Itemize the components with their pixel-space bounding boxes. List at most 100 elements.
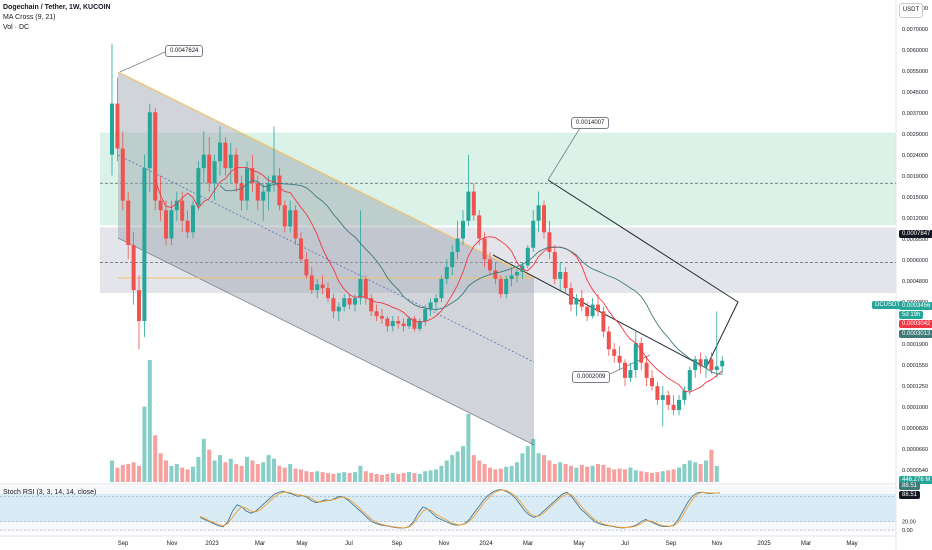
time-tick-label: Sep xyxy=(118,541,129,547)
stoch-rsi-title[interactable]: Stoch RSI (3, 3, 14, 14, close) xyxy=(3,489,97,496)
volume-bar-28 xyxy=(261,462,266,482)
ma-cross-indicator-label[interactable]: MA Cross (9, 21) xyxy=(3,14,56,21)
candle-body-13 xyxy=(180,200,185,221)
volume-bar-38 xyxy=(315,471,320,482)
volume-bar-1 xyxy=(115,467,120,482)
candle-body-15 xyxy=(191,205,195,233)
candle-body-74 xyxy=(509,275,514,279)
time-tick-label: Nov xyxy=(167,541,178,547)
falling-wedge xyxy=(492,179,739,369)
volume-bar-25 xyxy=(245,456,249,482)
volume-bar-76 xyxy=(520,453,525,482)
volume-bar-94 xyxy=(617,468,622,482)
volume-bar-111 xyxy=(709,449,714,482)
supply-zone-green xyxy=(100,131,896,227)
candle-body-12 xyxy=(174,200,179,211)
candle-body-89 xyxy=(590,304,595,317)
price-tick-label: 0.0015000 xyxy=(902,195,928,201)
candle-body-10 xyxy=(164,210,168,239)
volume-bar-103 xyxy=(666,470,671,482)
candle-body-99 xyxy=(644,362,649,378)
countdown-tag: 5d 19h xyxy=(899,311,924,319)
price-tick-label: 0.0070000 xyxy=(902,27,928,33)
volume-bar-54 xyxy=(401,473,406,482)
volume-bar-56 xyxy=(412,473,417,482)
volume-bar-19 xyxy=(212,460,217,482)
candle-body-29 xyxy=(266,183,271,192)
annotation-low[interactable]: 0.0002009 xyxy=(572,371,611,383)
candle-body-60 xyxy=(434,298,438,303)
volume-bar-70 xyxy=(488,467,492,482)
volume-bar-49 xyxy=(374,473,379,482)
volume-bar-85 xyxy=(569,465,573,482)
volume-bar-17 xyxy=(201,438,206,482)
time-tick-label: 2023 xyxy=(205,541,219,547)
volume-bar-87 xyxy=(579,464,584,482)
volume-bar-31 xyxy=(277,465,282,482)
symbol-title[interactable]: Dogechain / Tether, 1W, KUCOIN xyxy=(3,4,111,11)
volume-bar-106 xyxy=(682,464,687,482)
volume-bar-100 xyxy=(650,473,654,482)
candle-body-6 xyxy=(142,168,147,322)
price-tick-label: 0.0001550 xyxy=(902,363,928,369)
candle-body-11 xyxy=(169,210,174,239)
candle-body-19 xyxy=(212,161,217,184)
candle-body-45 xyxy=(353,298,357,305)
currency-selector[interactable]: USDT xyxy=(899,3,923,18)
volume-bar-82 xyxy=(552,464,557,482)
candle-body-42 xyxy=(336,306,341,312)
ma-slow-price-tag: 0.0003013 xyxy=(899,330,932,338)
candle-body-67 xyxy=(471,191,476,216)
candle-body-84 xyxy=(563,272,568,289)
channel-mid-line xyxy=(117,154,535,363)
time-tick-label: Sep xyxy=(392,541,403,547)
candle-body-57 xyxy=(417,321,422,329)
candle-body-34 xyxy=(293,210,298,239)
price-tick-label: 0.0006000 xyxy=(902,258,928,264)
volume-bar-104 xyxy=(671,469,676,482)
channel-bottom-line xyxy=(117,237,535,446)
ma-slow-line xyxy=(219,179,723,375)
candle-body-1 xyxy=(115,103,120,149)
volume-bar-45 xyxy=(353,472,357,482)
volume-bar-63 xyxy=(450,455,455,482)
volume-bar-9 xyxy=(158,453,163,482)
volume-bar-78 xyxy=(531,438,536,482)
price-tick-label: 0.0000660 xyxy=(902,447,928,453)
volume-bar-6 xyxy=(142,406,147,482)
annotation-swing[interactable]: 0.0014007 xyxy=(571,117,610,129)
volume-bar-98 xyxy=(639,471,644,482)
volume-bar-37 xyxy=(309,472,314,482)
rsi-scale-label: 0.00 xyxy=(902,528,913,534)
volume-bar-71 xyxy=(493,469,498,482)
candle-body-16 xyxy=(196,168,201,206)
candle-body-95 xyxy=(623,362,627,378)
candle-body-39 xyxy=(320,284,325,289)
candle-body-107 xyxy=(687,370,692,391)
candle-body-53 xyxy=(396,321,401,324)
volume-bar-57 xyxy=(417,473,422,482)
volume-bar-20 xyxy=(218,455,222,482)
candle-body-22 xyxy=(228,154,233,169)
price-tick-label: 0.0001900 xyxy=(902,342,928,348)
volume-bar-109 xyxy=(698,464,703,482)
volume-bar-2 xyxy=(120,464,125,482)
candle-body-9 xyxy=(158,200,163,211)
candle-body-106 xyxy=(682,390,687,400)
candle-body-59 xyxy=(428,302,433,310)
volume-bar-101 xyxy=(655,472,660,482)
volume-bar-107 xyxy=(687,460,692,482)
volume-bar-64 xyxy=(455,451,460,482)
volume-indicator-label[interactable]: Vol · DC xyxy=(3,24,30,31)
volume-bar-59 xyxy=(428,470,433,482)
time-tick-label: Mar xyxy=(255,541,265,547)
volume-bar-13 xyxy=(180,467,185,482)
candle-body-85 xyxy=(569,288,573,305)
candle-body-91 xyxy=(601,311,606,332)
volume-bar-74 xyxy=(509,465,514,482)
annotation-high[interactable]: 0.0047624 xyxy=(165,45,204,57)
volume-bar-69 xyxy=(482,464,487,482)
rsi-value-tag-2: 88.51 xyxy=(899,491,921,499)
